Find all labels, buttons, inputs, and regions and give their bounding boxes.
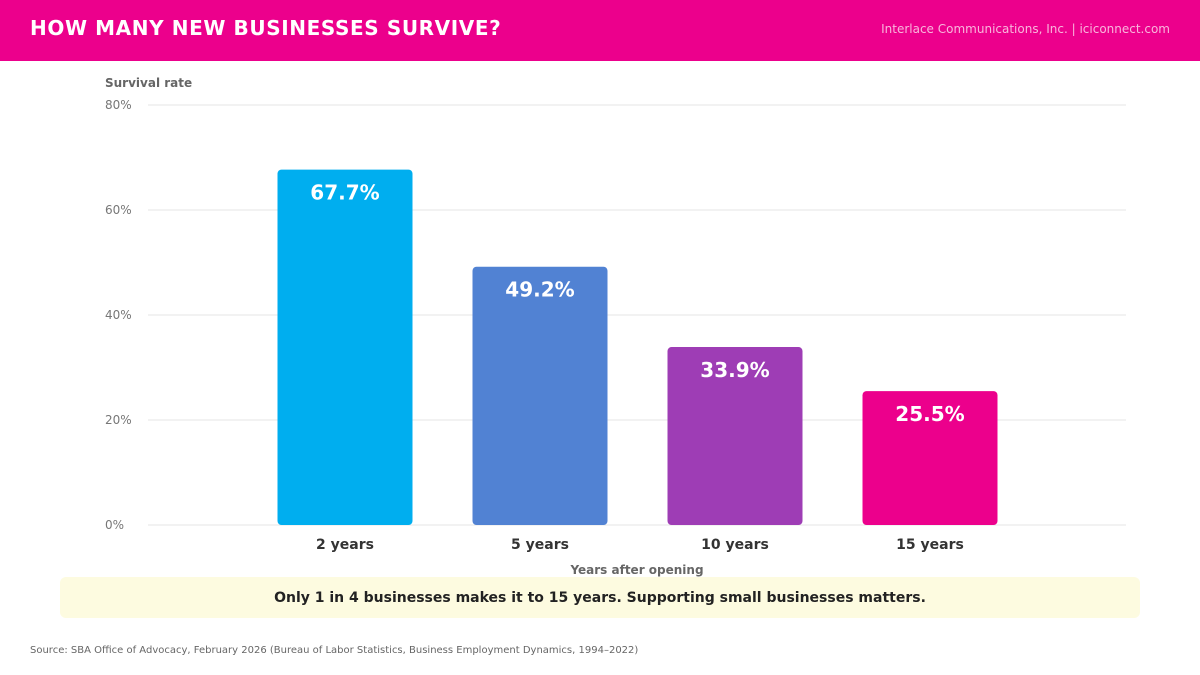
- bar-2-years: [277, 169, 413, 525]
- header-credit: Interlace Communications, Inc. | iciconn…: [881, 22, 1170, 36]
- x-axis-ticks: 2 years 5 years 10 years 15 years: [316, 537, 964, 553]
- header-bar: HOW MANY NEW BUSINESSES SURVIVE? Interla…: [0, 0, 1200, 61]
- y-tick-label: 80%: [105, 98, 132, 112]
- bar-10-years: [667, 347, 803, 525]
- x-tick-label: 2 years: [316, 537, 374, 553]
- y-tick-label: 0%: [105, 518, 124, 532]
- bar-15-years: [862, 391, 998, 525]
- callout-box: Only 1 in 4 businesses makes it to 15 ye…: [60, 577, 1140, 618]
- x-tick-label: 15 years: [896, 537, 964, 553]
- bar-value-label: 25.5%: [895, 402, 964, 426]
- y-tick-label: 20%: [105, 413, 132, 427]
- bars: [277, 169, 998, 525]
- bar-value-label: 67.7%: [310, 181, 379, 205]
- bar-5-years: [472, 266, 608, 525]
- bar-value-labels: 67.7% 49.2% 33.9% 25.5%: [310, 181, 964, 427]
- page-title: HOW MANY NEW BUSINESSES SURVIVE?: [30, 16, 502, 40]
- bar-value-label: 33.9%: [700, 358, 769, 382]
- y-tick-label: 40%: [105, 308, 132, 322]
- callout-text: Only 1 in 4 businesses makes it to 15 ye…: [274, 589, 926, 606]
- y-tick-label: 60%: [105, 203, 132, 217]
- x-tick-label: 5 years: [511, 537, 569, 553]
- y-axis-title: Survival rate: [105, 76, 192, 90]
- source-note: Source: SBA Office of Advocacy, February…: [30, 645, 639, 656]
- y-axis-ticks: 0% 20% 40% 60% 80%: [105, 98, 132, 532]
- x-axis-title: Years after opening: [569, 563, 703, 577]
- x-tick-label: 10 years: [701, 537, 769, 553]
- bar-value-label: 49.2%: [505, 278, 574, 302]
